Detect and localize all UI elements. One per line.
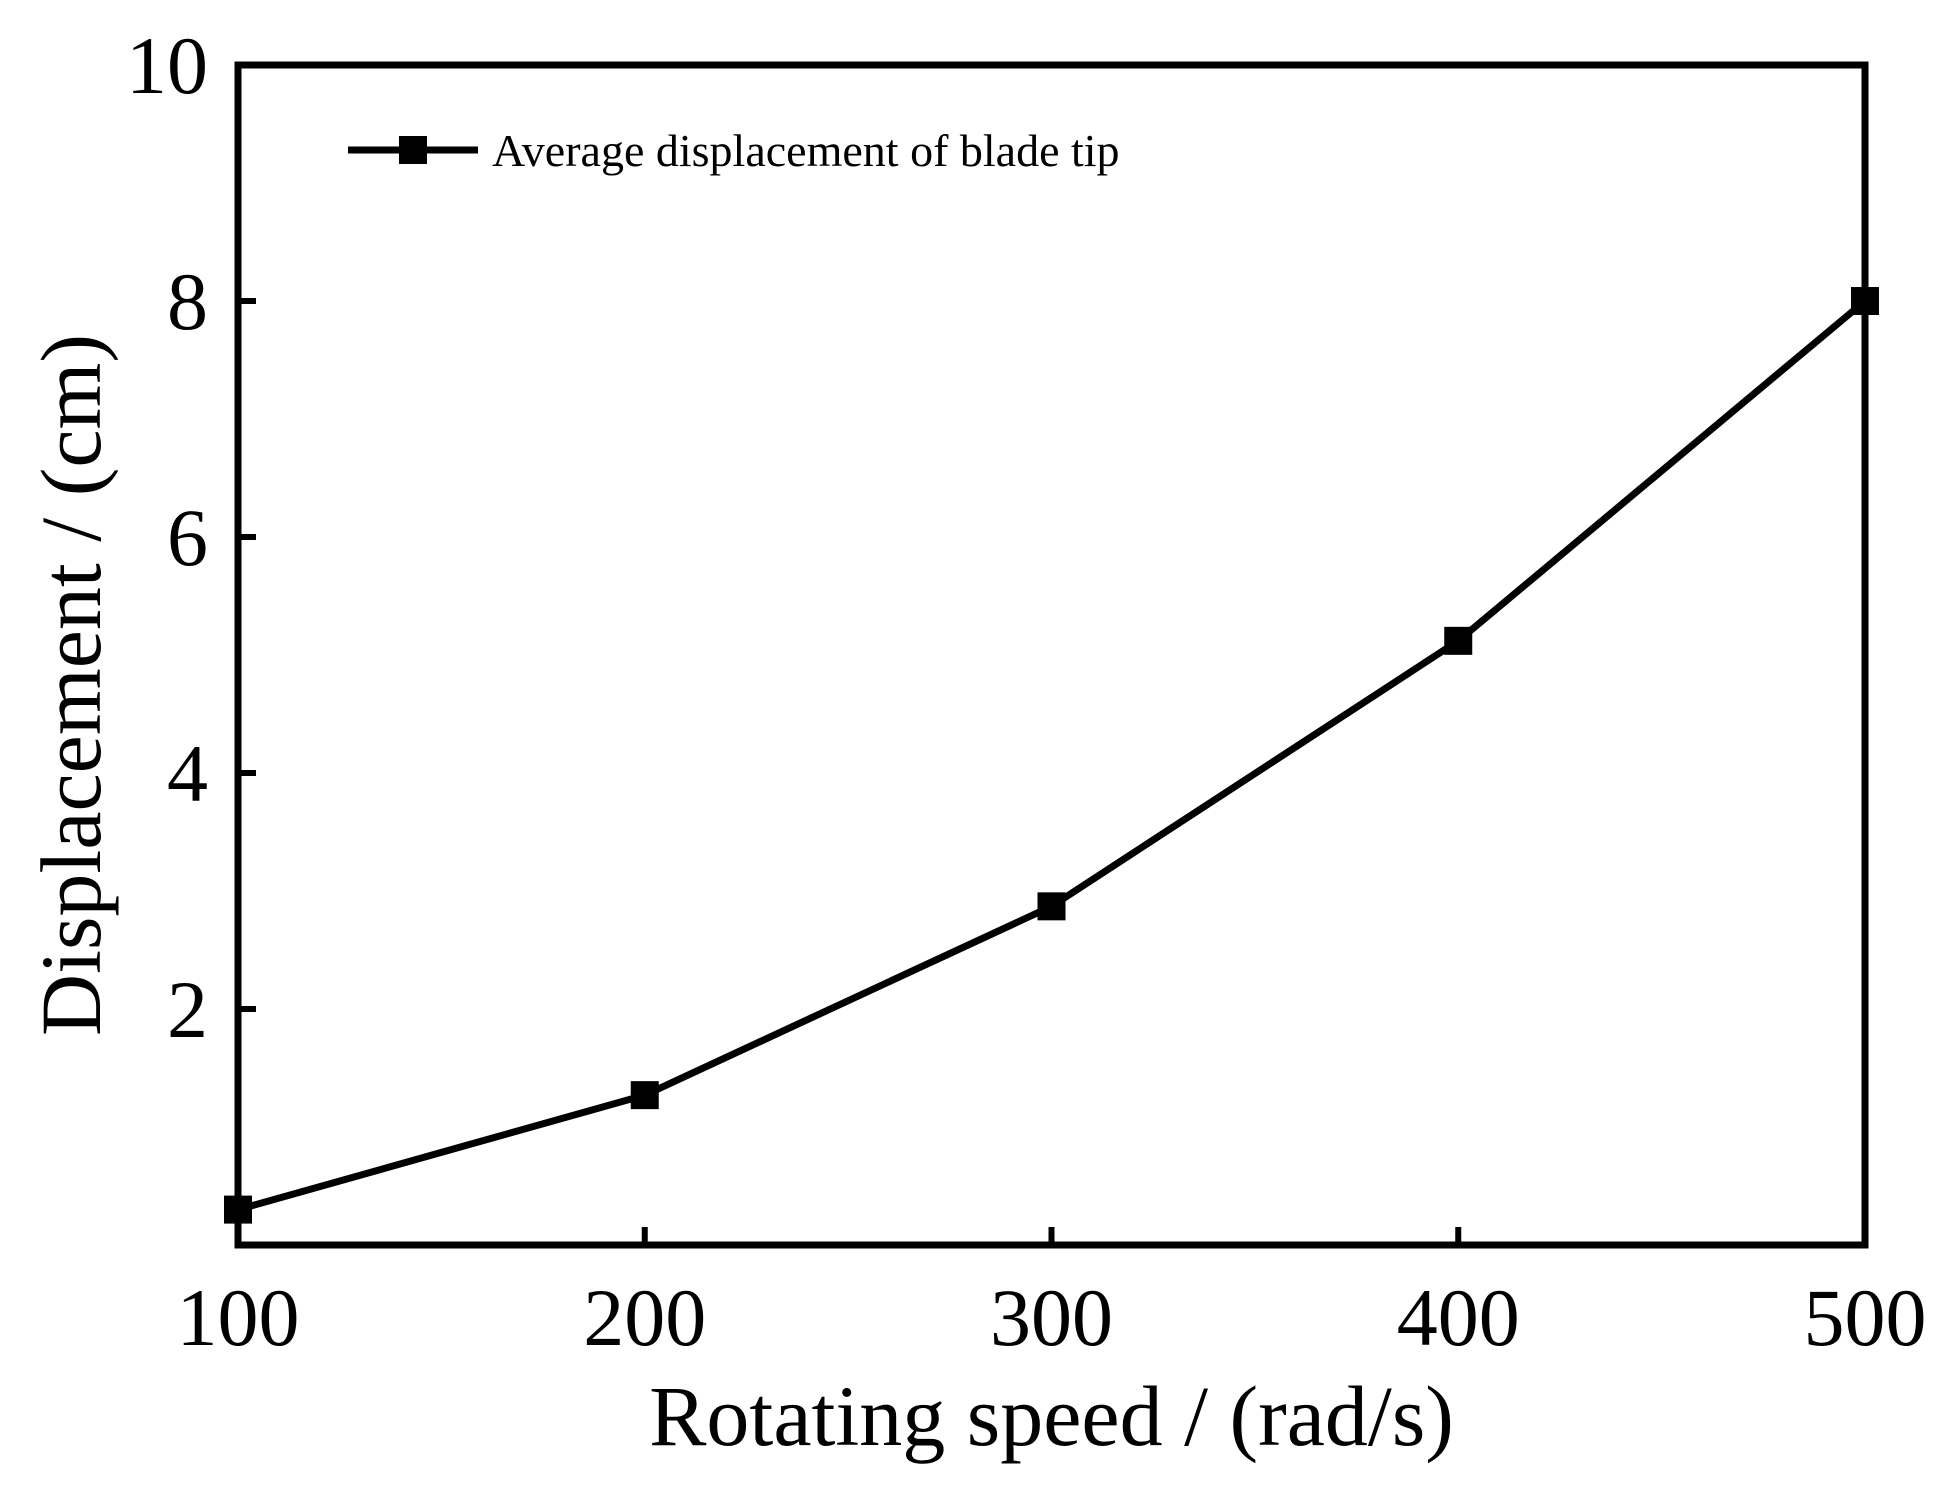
x-tick-label: 200 xyxy=(583,1272,706,1363)
data-point-marker xyxy=(630,1081,659,1110)
x-tick-label: 400 xyxy=(1397,1272,1520,1363)
y-axis-title: Displacement / (cm) xyxy=(23,334,119,1036)
x-tick-label: 300 xyxy=(990,1272,1113,1363)
data-point-marker xyxy=(1037,892,1066,921)
legend: Average displacement of blade tip xyxy=(348,125,1120,176)
legend-marker-square xyxy=(399,136,427,164)
plot-frame xyxy=(234,61,1869,1249)
y-tick-label: 10 xyxy=(126,20,208,111)
y-tick-label: 6 xyxy=(167,492,208,583)
y-tick-label: 4 xyxy=(167,728,208,819)
y-tick-label: 2 xyxy=(167,964,208,1055)
axes: 100 200 300 400 500 2 4 6 8 10 xyxy=(126,20,1927,1363)
x-axis-title: Rotating speed / (rad/s) xyxy=(649,1368,1454,1464)
data-point-marker xyxy=(1444,626,1473,655)
plot-area xyxy=(224,287,1879,1224)
y-tick-label: 8 xyxy=(167,256,208,347)
series-line xyxy=(237,298,1868,1213)
x-tick-label: 100 xyxy=(177,1272,300,1363)
legend-label: Average displacement of blade tip xyxy=(492,125,1120,176)
x-tick-label: 500 xyxy=(1804,1272,1927,1363)
